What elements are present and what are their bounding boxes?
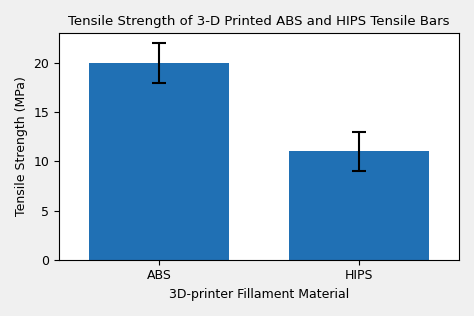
Bar bbox=[289, 151, 429, 260]
Bar bbox=[89, 63, 229, 260]
Y-axis label: Tensile Strength (MPa): Tensile Strength (MPa) bbox=[15, 76, 28, 216]
X-axis label: 3D-printer Fillament Material: 3D-printer Fillament Material bbox=[169, 288, 349, 301]
Title: Tensile Strength of 3-D Printed ABS and HIPS Tensile Bars: Tensile Strength of 3-D Printed ABS and … bbox=[68, 15, 450, 28]
